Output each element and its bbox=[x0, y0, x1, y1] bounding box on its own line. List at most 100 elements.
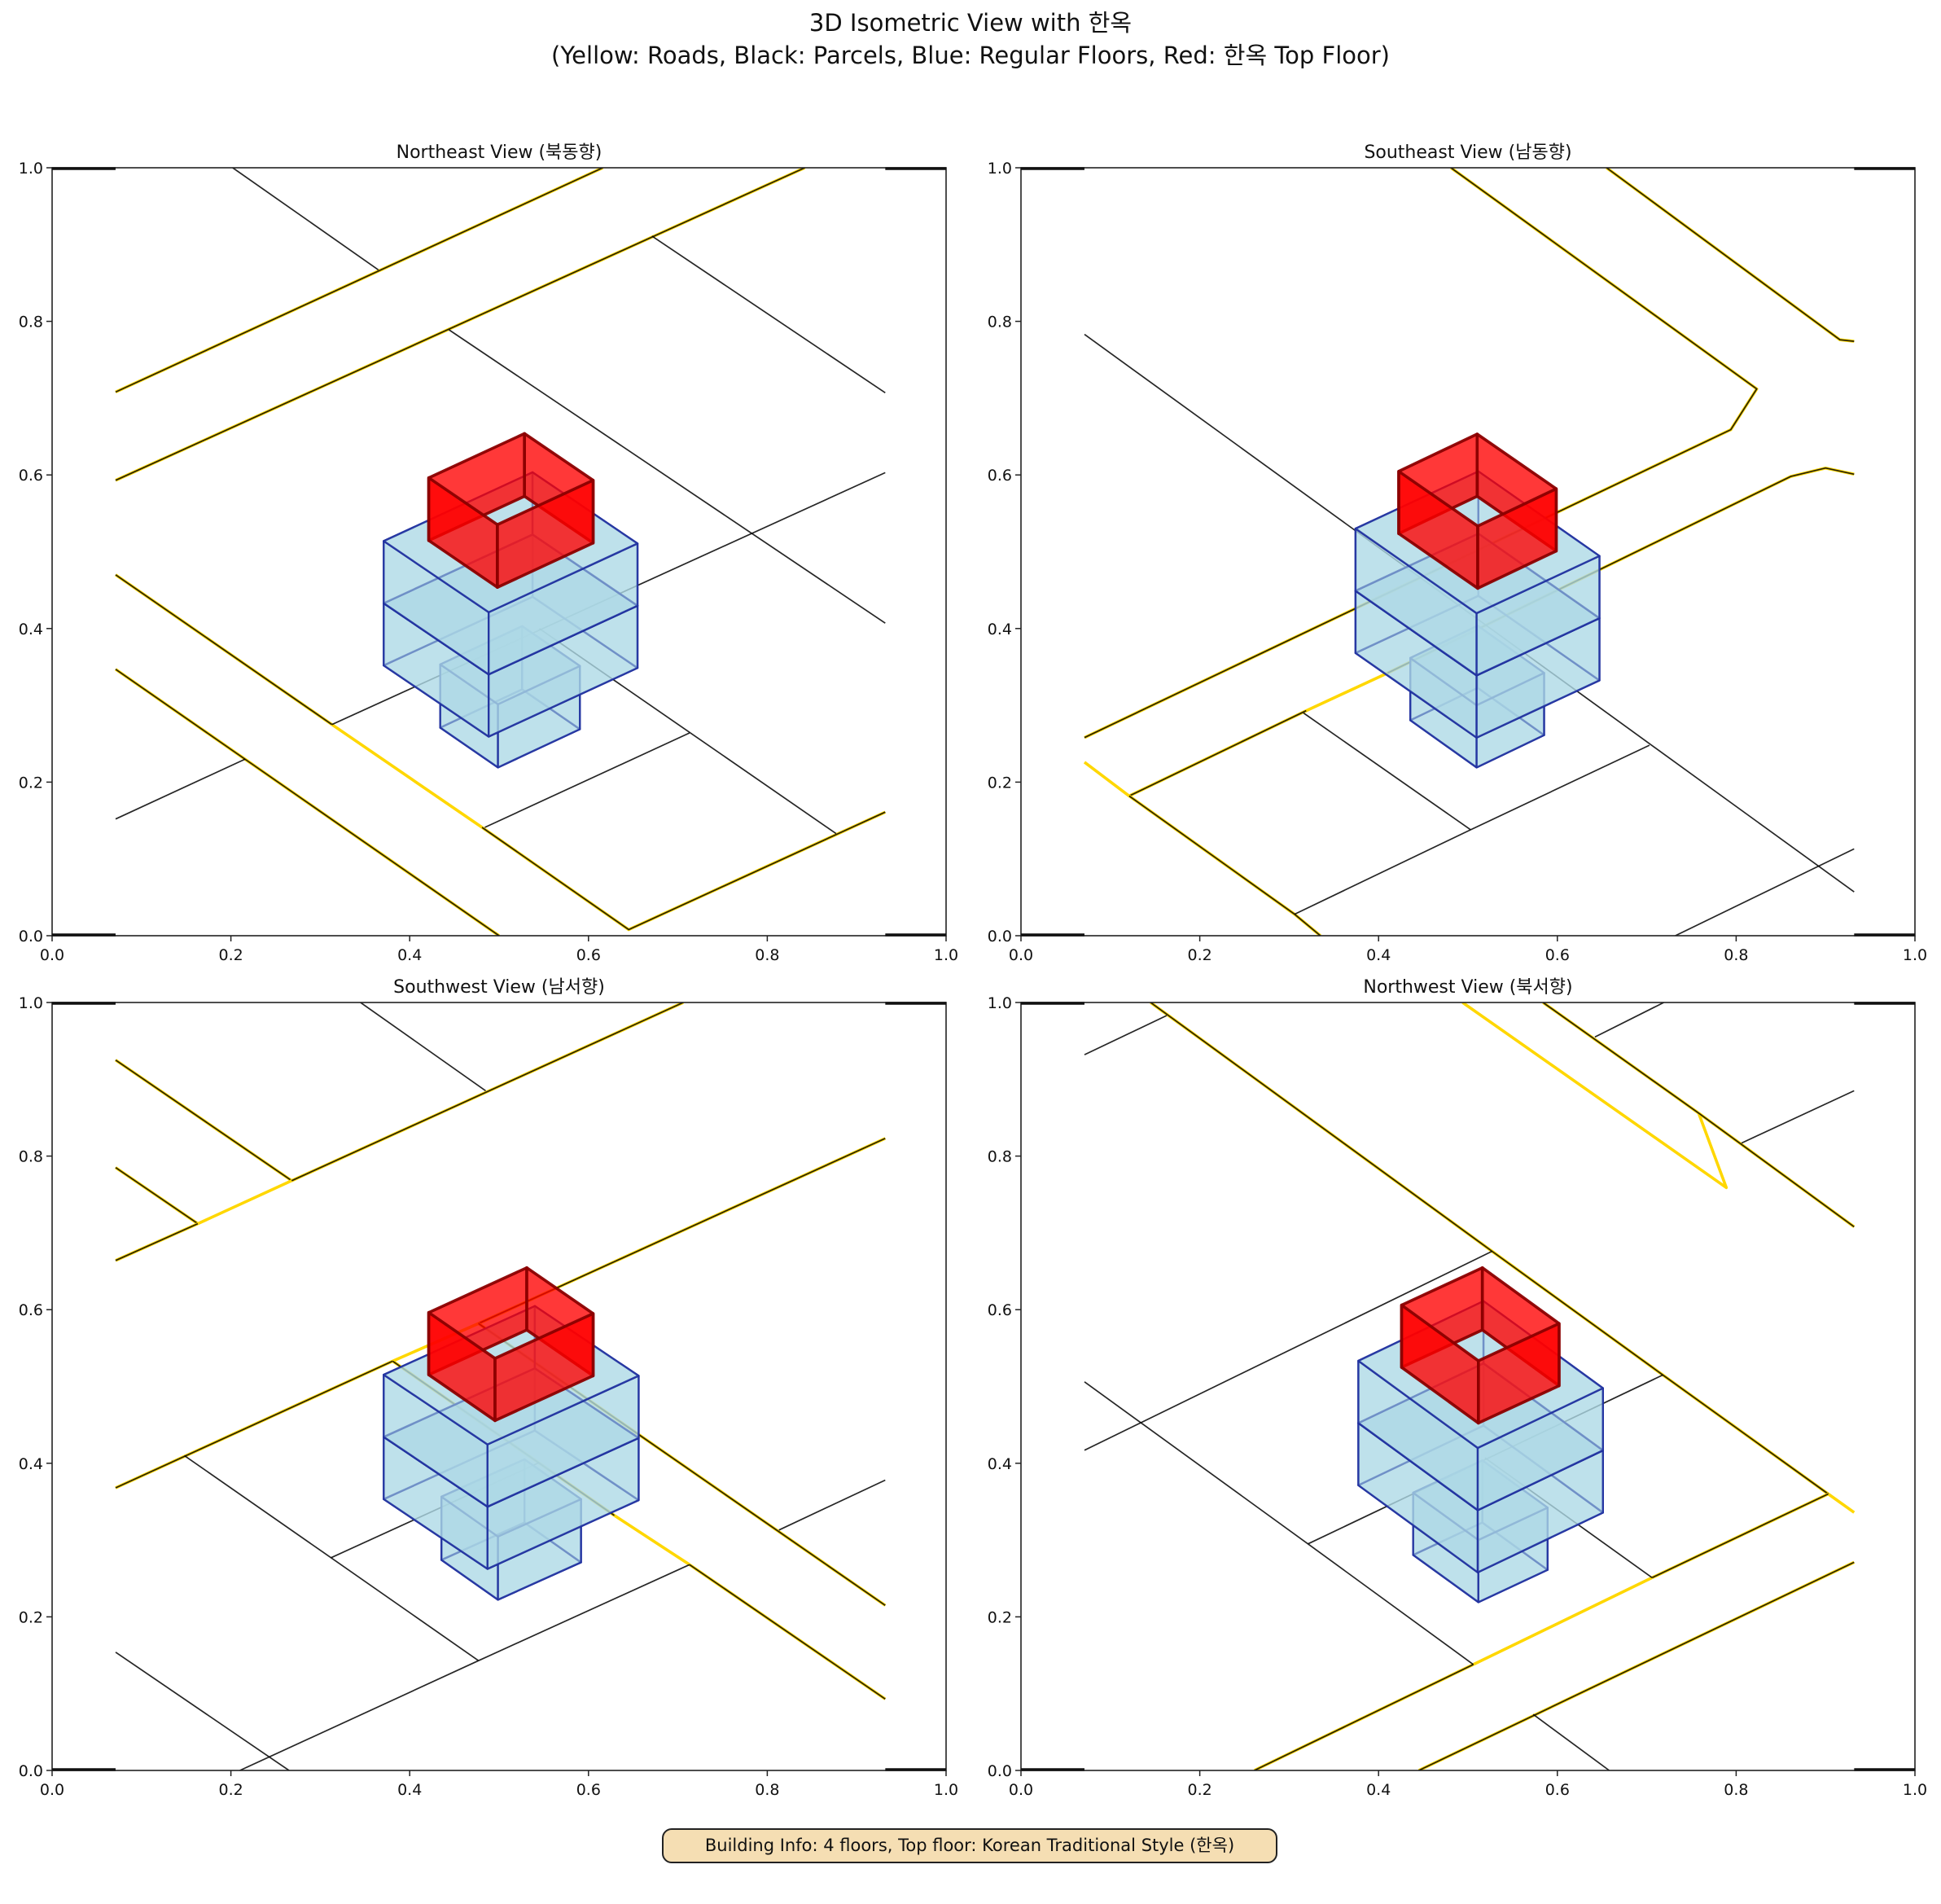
parcel-line bbox=[115, 758, 246, 820]
y-tick-label: 0.4 bbox=[988, 1455, 1012, 1473]
parcel-line bbox=[1741, 1090, 1855, 1144]
building-info-box: Building Info: 4 floors, Top floor: Kore… bbox=[662, 1828, 1277, 1863]
road-line bbox=[613, 1514, 690, 1566]
parcel-line bbox=[115, 1166, 199, 1225]
subplot-2: 0.0 0.2 0.4 0.6 0.8 1.0 0.0 0.2 0.4 0.6 0.8 1.0 Sout… bbox=[19, 977, 958, 1799]
x-tick-label: 0.8 bbox=[1724, 946, 1748, 964]
subplot-title: Northwest View (북서향) bbox=[1363, 977, 1572, 998]
x-tick-label: 0.8 bbox=[755, 946, 779, 964]
hanok-top-floor-box bbox=[427, 1266, 595, 1423]
parcel-line bbox=[115, 1652, 290, 1770]
axes-frame bbox=[1020, 1002, 1916, 1771]
parcel-line bbox=[115, 168, 603, 393]
figure-title-line1: 3D Isometric View with 한옥 bbox=[808, 9, 1133, 37]
hanok-face bbox=[493, 1312, 595, 1423]
figure-title-line2: (Yellow: Roads, Black: Parcels, Blue: Re… bbox=[551, 42, 1390, 69]
x-tick-label: 0.2 bbox=[1187, 1781, 1211, 1799]
x-tick-label: 0.0 bbox=[1009, 946, 1033, 964]
x-tick-label: 0.2 bbox=[1187, 946, 1211, 964]
y-tick-label: 1.0 bbox=[19, 994, 43, 1012]
parcel-line bbox=[778, 1479, 886, 1531]
parcel-line bbox=[115, 574, 333, 726]
y-tick-label: 0.0 bbox=[19, 928, 43, 945]
plot-content bbox=[114, 1002, 887, 1770]
parcel-line bbox=[1084, 1015, 1168, 1055]
y-tick-label: 0.2 bbox=[988, 774, 1012, 792]
y-tick-label: 0.6 bbox=[19, 1301, 43, 1319]
x-tick-label: 0.8 bbox=[1724, 1781, 1748, 1799]
parcel-line bbox=[115, 1360, 393, 1489]
x-tick-label: 0.0 bbox=[40, 1781, 64, 1799]
x-tick-label: 0.6 bbox=[1545, 946, 1570, 964]
parcel-line bbox=[115, 1222, 199, 1261]
parcel-line bbox=[1594, 1002, 1664, 1038]
y-tick-label: 0.6 bbox=[19, 467, 43, 485]
x-tick-label: 0.6 bbox=[576, 1781, 601, 1799]
y-tick-label: 0.4 bbox=[19, 621, 43, 638]
parcel-line bbox=[1418, 1561, 1855, 1770]
parcel-line bbox=[115, 1059, 292, 1182]
y-tick-label: 0.6 bbox=[988, 467, 1012, 485]
y-tick-label: 0.2 bbox=[19, 774, 43, 792]
x-tick-label: 0.0 bbox=[40, 946, 64, 964]
x-tick-label: 0.4 bbox=[1366, 946, 1391, 964]
parcel-line bbox=[449, 329, 886, 624]
parcel-line bbox=[1303, 712, 1471, 831]
road-line bbox=[1827, 1493, 1856, 1514]
x-tick-label: 0.0 bbox=[1009, 1781, 1033, 1799]
parcel-line bbox=[115, 168, 805, 481]
x-tick-label: 0.2 bbox=[218, 1781, 243, 1799]
x-tick-label: 0.6 bbox=[576, 946, 601, 964]
parcel-line bbox=[1651, 1493, 1829, 1579]
road-line bbox=[1461, 1002, 1728, 1190]
y-tick-label: 0.4 bbox=[988, 621, 1012, 638]
parcel-line bbox=[1128, 709, 1307, 797]
plot-content bbox=[1084, 1002, 1856, 1770]
y-tick-label: 0.6 bbox=[988, 1301, 1012, 1319]
y-tick-label: 1.0 bbox=[988, 160, 1012, 178]
x-tick-label: 1.0 bbox=[934, 1781, 958, 1799]
hanok-face bbox=[1476, 487, 1558, 590]
road-line bbox=[197, 1179, 293, 1226]
parcel-line bbox=[1294, 744, 1650, 915]
x-tick-label: 1.0 bbox=[1903, 946, 1927, 964]
y-tick-label: 0.4 bbox=[19, 1455, 43, 1473]
subplot-3: 0.0 0.2 0.4 0.6 0.8 1.0 0.0 0.2 0.4 0.6 0.8 1.0 Nort… bbox=[988, 977, 1927, 1799]
parcel-line bbox=[115, 669, 500, 936]
subplot-title: Northeast View (북동향) bbox=[397, 143, 602, 163]
y-tick-label: 0.8 bbox=[988, 1148, 1012, 1166]
parcel-line bbox=[1606, 168, 1855, 342]
plot-content bbox=[1083, 168, 1855, 936]
parcel-line bbox=[232, 168, 379, 271]
parcel-line bbox=[1254, 1664, 1474, 1770]
parcel-line bbox=[291, 1002, 684, 1182]
plot-content bbox=[114, 168, 887, 936]
road-line bbox=[331, 723, 484, 829]
parcel-line bbox=[1542, 1002, 1855, 1228]
y-tick-label: 0.8 bbox=[988, 314, 1012, 331]
road-line bbox=[1472, 1576, 1653, 1666]
y-tick-label: 1.0 bbox=[988, 994, 1012, 1012]
parcel-line bbox=[1150, 1002, 1829, 1495]
x-tick-label: 1.0 bbox=[934, 946, 958, 964]
road-line bbox=[1305, 671, 1388, 713]
y-tick-label: 0.2 bbox=[19, 1608, 43, 1626]
x-tick-label: 0.6 bbox=[1545, 1781, 1570, 1799]
y-tick-label: 0.8 bbox=[19, 1148, 43, 1166]
x-tick-label: 0.2 bbox=[218, 946, 243, 964]
hanok-top-floor-box bbox=[1400, 1266, 1561, 1425]
y-tick-label: 1.0 bbox=[19, 160, 43, 178]
subplot-title: Southeast View (남동향) bbox=[1364, 143, 1571, 163]
subplot-0: 0.0 0.2 0.4 0.6 0.8 1.0 0.0 0.2 0.4 0.6 0.8 1.0 Nort… bbox=[19, 143, 958, 964]
hanok-top-floor-box bbox=[1397, 432, 1558, 590]
parcel-line bbox=[651, 235, 886, 394]
subplot-title: Southwest View (남서향) bbox=[393, 977, 605, 998]
parcel-line bbox=[689, 1564, 886, 1700]
x-tick-label: 1.0 bbox=[1903, 1781, 1927, 1799]
x-tick-label: 0.8 bbox=[755, 1781, 779, 1799]
axes-frame bbox=[51, 1002, 947, 1771]
parcel-line bbox=[1084, 1250, 1492, 1451]
x-tick-label: 0.4 bbox=[397, 1781, 422, 1799]
road-line bbox=[1083, 761, 1130, 797]
